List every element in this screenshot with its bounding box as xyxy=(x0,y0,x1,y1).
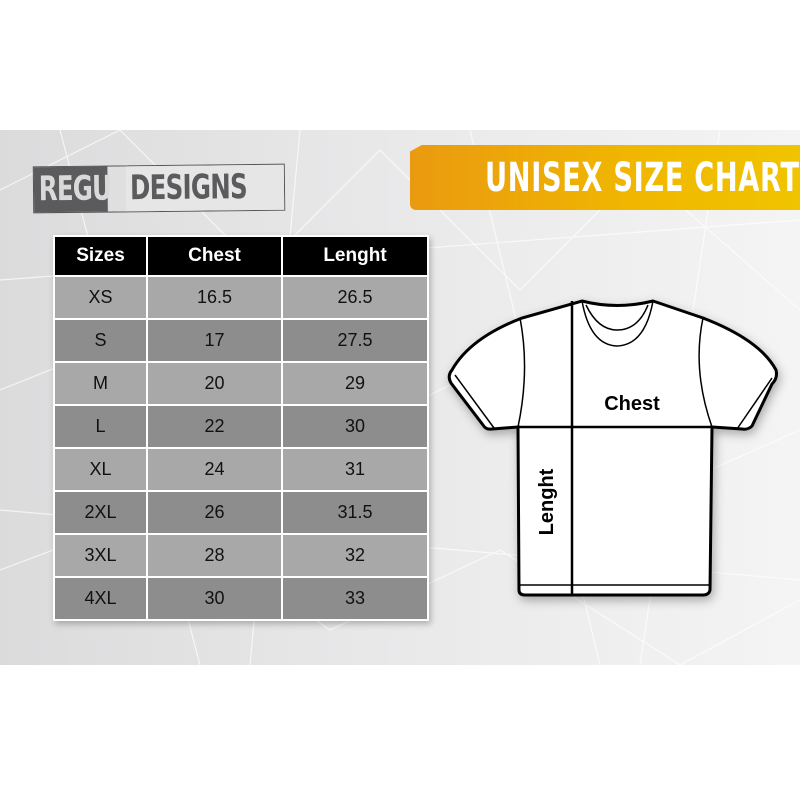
cell-chest: 30 xyxy=(146,576,283,621)
table-row: S 17 27.5 xyxy=(53,318,429,363)
cell-size: XS xyxy=(53,275,148,320)
cell-chest: 17 xyxy=(146,318,283,363)
cell-length: 31 xyxy=(281,447,429,492)
table-row: XL 24 31 xyxy=(53,447,429,492)
cell-chest: 16.5 xyxy=(146,275,283,320)
table-row: 3XL 28 32 xyxy=(53,533,429,578)
cell-length: 30 xyxy=(281,404,429,449)
table-row: XS 16.5 26.5 xyxy=(53,275,429,320)
chest-label: Chest xyxy=(604,393,660,415)
tshirt-outline xyxy=(447,299,778,597)
cell-chest: 28 xyxy=(146,533,283,578)
size-table: Sizes Chest Lenght XS 16.5 26.5 S 17 27.5 M 20 2… xyxy=(53,235,429,621)
cell-length: 32 xyxy=(281,533,429,578)
header-length: Lenght xyxy=(281,235,429,277)
cell-chest: 22 xyxy=(146,404,283,449)
table-row: L 22 30 xyxy=(53,404,429,449)
cell-length: 33 xyxy=(281,576,429,621)
title-banner: UNISEX SIZE CHART xyxy=(410,145,800,210)
cell-size: L xyxy=(53,404,148,449)
cell-size: S xyxy=(53,318,148,363)
cell-size: 2XL xyxy=(53,490,148,535)
cell-chest: 24 xyxy=(146,447,283,492)
header-sizes: Sizes xyxy=(53,235,148,277)
cell-length: 29 xyxy=(281,361,429,406)
header-chest: Chest xyxy=(146,235,283,277)
cell-size: M xyxy=(53,361,148,406)
table-row: 2XL 26 31.5 xyxy=(53,490,429,535)
cell-chest: 26 xyxy=(146,490,283,535)
length-label: Lenght xyxy=(536,468,558,535)
table-row: M 20 29 xyxy=(53,361,429,406)
table-row: 4XL 30 33 xyxy=(53,576,429,621)
table-header: Sizes Chest Lenght xyxy=(53,235,429,277)
cell-size: 3XL xyxy=(53,533,148,578)
chart-title: UNISEX SIZE CHART xyxy=(485,155,800,201)
cell-length: 31.5 xyxy=(281,490,429,535)
cell-chest: 20 xyxy=(146,361,283,406)
cell-size: 4XL xyxy=(53,576,148,621)
cell-length: 27.5 xyxy=(281,318,429,363)
cell-length: 26.5 xyxy=(281,275,429,320)
cell-size: XL xyxy=(53,447,148,492)
